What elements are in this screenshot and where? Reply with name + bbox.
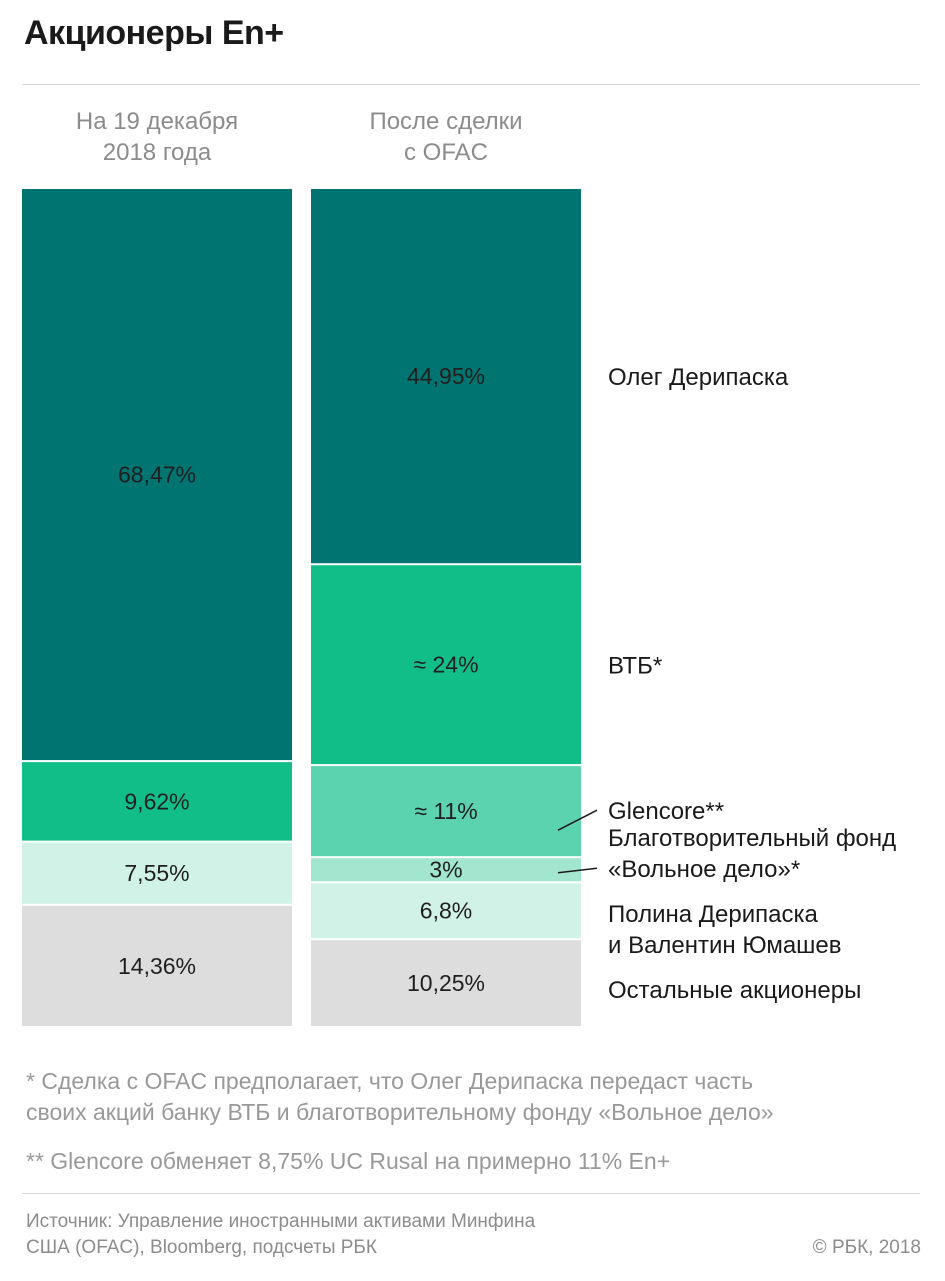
legend-label-втб: ВТБ* <box>608 653 662 680</box>
column-header-before: На 19 декабря 2018 года <box>22 106 292 168</box>
column-header-after-line2: с OFAC <box>403 139 488 166</box>
bar-segment-1-втб <box>22 762 292 841</box>
leader-line-glencore <box>557 809 598 831</box>
bottom-divider <box>22 1193 920 1194</box>
data-label-1-олег-дерипаска: 68,47% <box>118 462 196 488</box>
legend-label-олег-дерипаска: Олег Дерипаска <box>608 364 789 391</box>
legend-label-полина-дерипаска-и-валентин-юмашев-line1: Полина Дерипаска <box>608 901 818 928</box>
footnote-1-line1: * Сделка с OFAC предполагает, что Олег Д… <box>26 1068 754 1094</box>
footnote-1-line2: своих акций банку ВТБ и благотворительно… <box>26 1099 774 1125</box>
data-label-2-олег-дерипаска: 44,95% <box>407 363 485 389</box>
legend-label-полина-дерипаска-и-валентин-юмашев-line2: и Валентин Юмашев <box>608 932 842 959</box>
column-header-before-line2: 2018 года <box>102 139 212 166</box>
bar-segment-2-остальные-акционеры <box>311 940 581 1026</box>
chart-title: Акционеры En+ <box>24 14 284 52</box>
source-text: Источник: Управление иностранными актива… <box>26 1209 726 1261</box>
column-header-after-line1: После сделки <box>369 108 523 135</box>
bar-segment-2-благотворительный-фонд-вольное-дело <box>311 858 581 882</box>
data-label-1-полина-дерипаска-и-валентин-юмашев: 7,55% <box>124 860 189 886</box>
leader-line-благотворительный-фонд-вольное-дело <box>557 867 598 874</box>
data-label-1-остальные-акционеры: 14,36% <box>118 953 196 979</box>
bar-segment-1-остальные-акционеры <box>22 905 292 1026</box>
column-header-before-line1: На 19 декабря <box>75 108 239 135</box>
footnote-1: * Сделка с OFAC предполагает, что Олег Д… <box>26 1066 916 1128</box>
data-label-2-полина-дерипаска-и-валентин-юмашев: 6,8% <box>420 898 472 924</box>
bar-segment-2-полина-дерипаска-и-валентин-юмашев <box>311 883 581 939</box>
data-label-2-остальные-акционеры: 10,25% <box>407 970 485 996</box>
source-line2: США (OFAC), Bloomberg, подсчеты РБК <box>26 1237 377 1258</box>
legend-label-остальные-акционеры: Остальные акционеры <box>608 977 861 1004</box>
legend-label-благотворительный-фонд-вольное-дело-line1: Благотворительный фонд <box>608 825 896 852</box>
column-header-after: После сделки с OFAC <box>311 106 581 168</box>
legend-label-glencore: Glencore** <box>608 798 724 825</box>
top-divider <box>22 84 920 85</box>
bar-segment-1-полина-дерипаска-и-валентин-юмашев <box>22 842 292 904</box>
data-label-2-благотворительный-фонд-вольное-дело: 3% <box>429 857 462 883</box>
legend-label-благотворительный-фонд-вольное-дело-line2: «Вольное дело»* <box>608 856 800 883</box>
data-label-2-glencore: ≈ 11% <box>414 798 477 824</box>
bar-segment-2-glencore <box>311 766 581 857</box>
footnote-2: ** Glencore обменяет 8,75% UC Rusal на п… <box>26 1148 671 1174</box>
stacked-bar-chart: 68,47% 9,62% 7,55% 14,36% 44,95% ≈ 24% ≈ 11% 3%… <box>22 189 896 1026</box>
copyright: © РБК, 2018 <box>812 1237 921 1258</box>
bar-segment-2-втб <box>311 565 581 765</box>
source-line1: Источник: Управление иностранными актива… <box>26 1211 536 1232</box>
bar-segment-1-олег-дерипаска <box>22 189 292 761</box>
data-label-1-втб: 9,62% <box>124 788 189 814</box>
data-label-2-втб: ≈ 24% <box>413 652 478 678</box>
bar-segment-2-олег-дерипаска <box>311 189 581 564</box>
